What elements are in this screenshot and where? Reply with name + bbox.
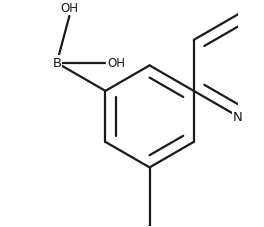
Text: B: B (52, 57, 62, 70)
Text: N: N (233, 110, 243, 123)
Text: OH: OH (107, 57, 125, 70)
Text: OH: OH (60, 2, 78, 15)
